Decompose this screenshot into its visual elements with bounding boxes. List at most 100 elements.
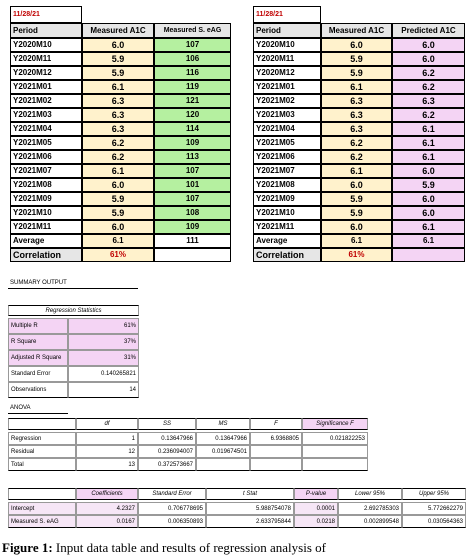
right-predicted-a1c-cell: 6.1	[392, 220, 465, 234]
right-period-cell: Y2020M10	[253, 38, 321, 52]
regression-stat-label: Standard Error	[8, 366, 68, 382]
right-period-cell: Y2021M01	[253, 80, 321, 94]
right-period-cell: Y2021M05	[253, 136, 321, 150]
coefficients-cell: 4.2327	[76, 502, 138, 515]
left-measured-a1c-cell: 6.3	[82, 94, 154, 108]
right-predicted-a1c-cell: 6.0	[392, 52, 465, 66]
left-period-cell: Y2020M12	[10, 66, 82, 80]
left-measured-a1c-cell: 5.9	[82, 66, 154, 80]
right-measured-a1c-cell: 5.9	[321, 206, 392, 220]
left-period-cell: Y2021M05	[10, 136, 82, 150]
coefficients-header: P-value	[294, 488, 338, 500]
anova-cell: 0.13647966	[196, 432, 250, 445]
left-measured-a1c-cell: 6.3	[82, 108, 154, 122]
left-period-cell: Y2021M04	[10, 122, 82, 136]
left-measured-eag-cell: 119	[154, 80, 231, 94]
left-header-period: Period	[10, 23, 82, 38]
right-predicted-a1c-cell: 5.9	[392, 178, 465, 192]
left-average-eag: 111	[154, 234, 231, 248]
anova-cell	[302, 445, 368, 458]
regression-stat-label: R Square	[8, 334, 68, 350]
right-period-cell: Y2021M06	[253, 150, 321, 164]
right-period-cell: Y2021M11	[253, 220, 321, 234]
coefficients-cell: 0.002899548	[338, 515, 402, 528]
left-correlation-label: Correlation	[10, 248, 82, 262]
anova-row-label: Regression	[8, 432, 76, 445]
right-header-period: Period	[253, 23, 321, 38]
anova-cell: 0.019674501	[196, 445, 250, 458]
left-correlation-empty	[154, 248, 231, 262]
left-period-cell: Y2020M10	[10, 38, 82, 52]
coefficients-cell: 0.030564363	[402, 515, 466, 528]
left-measured-a1c-cell: 6.1	[82, 80, 154, 94]
left-measured-a1c-cell: 5.9	[82, 192, 154, 206]
right-predicted-a1c-cell: 6.3	[392, 94, 465, 108]
coefficients-header: Standard Error	[138, 488, 206, 500]
anova-header: SS	[138, 418, 196, 430]
right-measured-a1c-cell: 6.0	[321, 38, 392, 52]
anova-cell: 0.236094007	[138, 445, 196, 458]
anova-cell: 13	[76, 458, 138, 471]
caption-label: Figure 1:	[2, 540, 53, 555]
left-measured-a1c-cell: 6.0	[82, 178, 154, 192]
regression-stat-value: 14	[68, 382, 139, 398]
anova-cell	[250, 458, 302, 471]
right-measured-a1c-cell: 6.0	[321, 220, 392, 234]
right-predicted-a1c-cell: 6.0	[392, 192, 465, 206]
anova-cell	[196, 458, 250, 471]
coefficients-header: Lower 95%	[338, 488, 402, 500]
coefficients-header: Upper 95%	[402, 488, 466, 500]
right-measured-a1c-cell: 6.1	[321, 164, 392, 178]
anova-row-label: Residual	[8, 445, 76, 458]
coefficients-header	[8, 488, 76, 500]
left-measured-a1c-cell: 6.0	[82, 38, 154, 52]
left-measured-eag-cell: 107	[154, 38, 231, 52]
right-measured-a1c-cell: 6.0	[321, 178, 392, 192]
right-average-a1c: 6.1	[321, 234, 392, 248]
anova-header: df	[76, 418, 138, 430]
figure-caption: Figure 1: Input data table and results o…	[2, 540, 472, 555]
left-measured-eag-cell: 121	[154, 94, 231, 108]
anova-header	[8, 418, 76, 430]
left-measured-eag-cell: 120	[154, 108, 231, 122]
left-measured-eag-cell: 101	[154, 178, 231, 192]
caption-text: Input data table and results of regressi…	[55, 540, 326, 555]
regression-stat-value: 37%	[68, 334, 139, 350]
right-predicted-a1c-cell: 6.2	[392, 80, 465, 94]
regression-stat-label: Multiple R	[8, 318, 68, 334]
right-predicted-a1c-cell: 6.2	[392, 108, 465, 122]
regression-stat-value: 0.140265821	[68, 366, 139, 382]
coefficients-cell: 0.0167	[76, 515, 138, 528]
left-period-cell: Y2021M08	[10, 178, 82, 192]
left-period-cell: Y2021M10	[10, 206, 82, 220]
coefficients-cell: 0.0001	[294, 502, 338, 515]
left-average-a1c: 6.1	[82, 234, 154, 248]
right-predicted-a1c-cell: 6.0	[392, 38, 465, 52]
coefficients-cell: 5.988754078	[206, 502, 294, 515]
regression-stats-title: Regression Statistics	[8, 305, 139, 316]
coefficients-row-label: Measured S. eAG	[8, 515, 76, 528]
left-period-cell: Y2021M06	[10, 150, 82, 164]
right-measured-a1c-cell: 5.9	[321, 52, 392, 66]
regression-stat-label: Adjusted R Square	[8, 350, 68, 366]
left-measured-a1c-cell: 5.9	[82, 206, 154, 220]
coefficients-row-label: Intercept	[8, 502, 76, 515]
left-period-cell: Y2021M03	[10, 108, 82, 122]
regression-stat-value: 61%	[68, 318, 139, 334]
right-period-cell: Y2021M09	[253, 192, 321, 206]
anova-header: MS	[196, 418, 250, 430]
right-period-cell: Y2021M10	[253, 206, 321, 220]
regression-stat-label: Observations	[8, 382, 68, 398]
left-period-cell: Y2021M02	[10, 94, 82, 108]
right-correlation-value: 61%	[321, 248, 392, 262]
coefficients-cell: 0.006350893	[138, 515, 206, 528]
right-period-cell: Y2021M07	[253, 164, 321, 178]
right-period-cell: Y2021M04	[253, 122, 321, 136]
right-predicted-a1c-cell: 6.1	[392, 150, 465, 164]
right-header-predicted-a1c: Predicted A1C	[392, 23, 465, 38]
coefficients-cell: 2.633795844	[206, 515, 294, 528]
right-date: 11/28/21	[253, 6, 321, 23]
anova-cell: 6.9368805	[250, 432, 302, 445]
left-period-cell: Y2020M11	[10, 52, 82, 66]
coefficients-cell: 0.0218	[294, 515, 338, 528]
